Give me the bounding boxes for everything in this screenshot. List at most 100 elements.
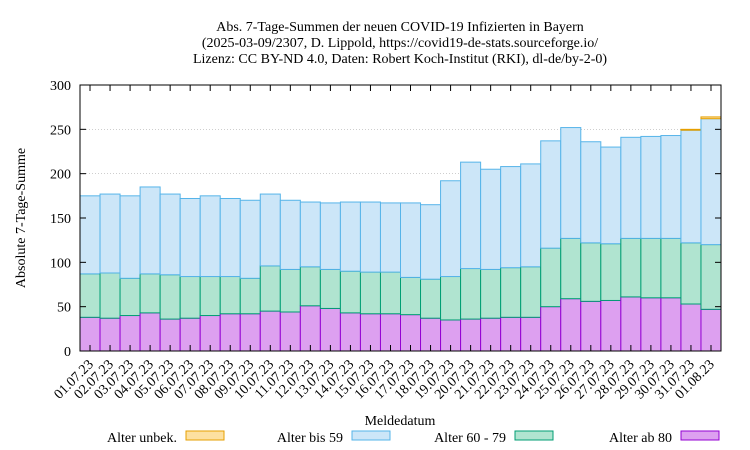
x-axis-label: Meldedatum — [365, 414, 436, 429]
bar-segment — [540, 247, 562, 308]
bar-segment — [640, 297, 662, 352]
bar-segment — [99, 193, 121, 274]
bar-segment — [680, 303, 702, 352]
bar-segment — [339, 270, 361, 314]
bar-segment — [179, 276, 201, 319]
bar-segment — [520, 266, 542, 318]
bar-segment — [359, 201, 381, 273]
chart-title-line: Lizenz: CC BY-ND 4.0, Daten: Robert Koch… — [193, 52, 607, 67]
bar-segment — [259, 193, 281, 267]
bar-segment — [400, 276, 422, 316]
bar-segment — [420, 278, 442, 319]
bar-segment — [179, 197, 201, 278]
bar-segment — [159, 274, 181, 320]
bar-segment — [700, 308, 722, 352]
y-tick-label: 250 — [50, 123, 71, 138]
bar-segment — [540, 140, 562, 249]
bar-segment — [219, 276, 241, 315]
bar-segment — [440, 180, 462, 278]
legend-label: Alter bis 59 — [277, 431, 343, 446]
bar-segment — [199, 276, 221, 317]
bar-segment — [239, 277, 261, 315]
bar-segment — [379, 271, 401, 315]
bar-segment — [640, 135, 662, 239]
bar-segment — [159, 193, 181, 276]
bar-segment — [660, 237, 682, 299]
legend-label: Alter ab 80 — [609, 431, 672, 446]
bar-segment — [500, 166, 522, 269]
bar-segment — [580, 242, 602, 302]
y-axis-ticks: 0 50 100 150 200 250 300 — [50, 79, 721, 360]
bar-segment — [299, 201, 321, 268]
bar-segment — [420, 204, 442, 280]
bar-segment — [279, 268, 301, 313]
bar-segment — [139, 186, 161, 275]
y-axis-label: Absolute 7-Tage-Summe — [14, 148, 29, 288]
bar-segment — [379, 202, 401, 273]
legend-swatch — [514, 430, 554, 441]
bar-segment — [79, 273, 101, 318]
bar-segment — [660, 135, 682, 239]
bar-segment — [620, 237, 642, 298]
chart-title: Abs. 7-Tage-Summen der neuen COVID-19 In… — [193, 20, 607, 67]
bar-segment — [119, 277, 141, 317]
bar-segment — [680, 128, 702, 131]
y-tick-label: 200 — [50, 168, 71, 183]
legend-swatch — [185, 430, 225, 441]
bar-segment — [259, 265, 281, 312]
bar-segment — [560, 298, 582, 352]
bar-segment — [480, 168, 502, 270]
bar-segment — [560, 127, 582, 239]
y-tick-label: 50 — [57, 301, 71, 316]
bar-segment — [580, 300, 602, 352]
bar-segment — [319, 307, 341, 352]
bar-segment — [99, 272, 121, 319]
bar-segment — [199, 195, 221, 278]
bars — [79, 116, 722, 352]
legend-swatch — [680, 430, 720, 441]
legend-swatch — [351, 430, 391, 441]
bar-segment — [660, 297, 682, 352]
bar-segment — [319, 268, 341, 309]
bar-segment — [700, 116, 722, 120]
bar-segment — [700, 244, 722, 310]
bar-segment — [279, 199, 301, 270]
bar-segment — [400, 202, 422, 278]
bar-segment — [600, 146, 622, 245]
bar-segment — [640, 237, 662, 299]
legend-label: Alter 60 - 79 — [434, 431, 506, 446]
bar-segment — [680, 129, 702, 244]
bar-segment — [299, 305, 321, 352]
bar-segment — [239, 199, 261, 279]
bar-segment — [620, 136, 642, 239]
bar-segment — [620, 296, 642, 352]
y-tick-label: 100 — [50, 256, 71, 271]
bar-segment — [119, 195, 141, 279]
y-tick-label: 0 — [64, 345, 71, 360]
bar-segment — [359, 271, 381, 315]
legend-label: Alter unbek. — [107, 431, 177, 446]
y-tick-label: 300 — [50, 79, 71, 94]
bar-segment — [600, 243, 622, 301]
bar-segment — [460, 161, 482, 270]
bar-segment — [560, 237, 582, 300]
bar-segment — [139, 273, 161, 314]
legend: Alter unbek. Alter bis 59 Alter 60 - 79 Alt… — [107, 430, 720, 446]
bar-segment — [319, 202, 341, 270]
bar-segment — [520, 163, 542, 268]
chart-title-line: (2025-03-09/2307, D. Lippold, https://co… — [202, 36, 598, 51]
y-tick-label: 150 — [50, 212, 71, 227]
bar-segment — [440, 276, 462, 321]
bar-segment — [580, 141, 602, 244]
bar-segment — [460, 268, 482, 320]
bar-segment — [540, 306, 562, 352]
bar-segment — [339, 201, 361, 272]
bar-segment — [600, 299, 622, 352]
bar-segment — [680, 242, 702, 305]
bar-segment — [219, 197, 241, 278]
bar-segment — [299, 266, 321, 307]
bar-segment — [480, 268, 502, 319]
bar-segment — [500, 267, 522, 318]
chart-title-line: Abs. 7-Tage-Summen der neuen COVID-19 In… — [216, 20, 584, 35]
